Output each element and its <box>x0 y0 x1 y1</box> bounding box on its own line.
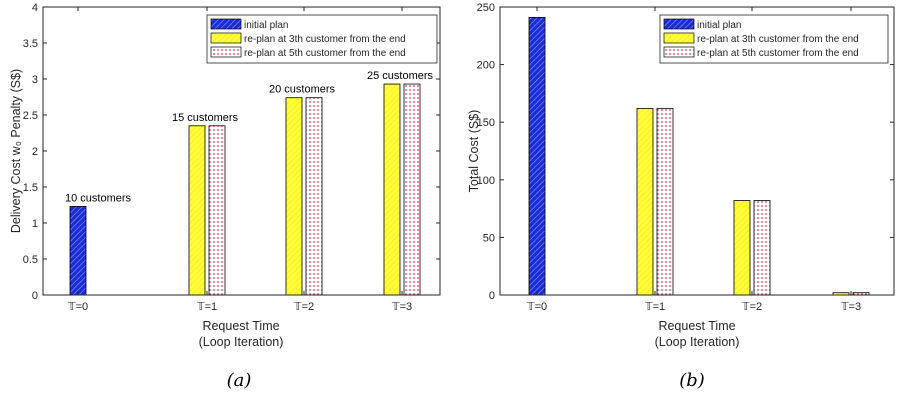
legend-entry: re-plan at 5th customer from the end <box>697 48 859 59</box>
y-tick-label: 1 <box>32 218 38 230</box>
bar-replan-5th-t2 <box>305 97 323 296</box>
bar-annotation: 20 customers <box>269 84 336 96</box>
legend-box <box>206 14 438 64</box>
legend-box <box>659 14 889 64</box>
y-tick-label: 0.5 <box>23 254 38 266</box>
legend-swatch <box>210 46 242 58</box>
x-axis-label-sub: (Loop Iteration) <box>199 335 284 349</box>
bar-replan-5th-t1 <box>208 125 226 296</box>
bar-annotation: 15 customers <box>172 112 239 124</box>
bar-replan-3th-t3 <box>383 83 401 296</box>
legend-entry: re-plan at 3th customer from the end <box>244 34 406 45</box>
legend-swatch <box>210 18 242 30</box>
y-tick-label: 50 <box>483 232 495 244</box>
y-axis-label: Total Cost (S$) <box>467 110 481 193</box>
x-tick-label: 𝕋=0 <box>67 301 88 313</box>
legend-swatch <box>663 18 695 30</box>
bar-replan-5th-t2 <box>753 200 771 296</box>
x-tick-label: 𝕋=3 <box>391 301 412 313</box>
legend-entry: initial plan <box>244 20 288 31</box>
bar-replan-5th-t3 <box>403 83 421 296</box>
legend-entry: re-plan at 3th customer from the end <box>697 34 859 45</box>
legend-swatch <box>663 46 695 58</box>
legend-entry: re-plan at 5th customer from the end <box>244 48 406 59</box>
x-tick-label: 𝕋=3 <box>840 301 861 313</box>
x-tick-label: 𝕋=2 <box>293 301 314 313</box>
legend: initial plan re-plan at 3th customer from… <box>659 14 889 64</box>
y-tick-label: 100 <box>477 175 495 187</box>
x-tick-label: 𝕋=2 <box>741 301 762 313</box>
y-tick-label: 1.5 <box>23 182 38 194</box>
legend-swatch <box>663 32 695 44</box>
x-tick-label: 𝕋=1 <box>644 301 665 313</box>
chart-b: 0 50 100 150 200 250 𝕋=0 𝕋=1 𝕋=2 𝕋=3 Request Time (… <box>467 2 895 349</box>
bar-initial-plan-t0 <box>528 16 546 296</box>
y-tick-label: 250 <box>477 2 495 14</box>
legend: initial plan re-plan at 3th customer from… <box>206 14 438 64</box>
y-axis-label: Delivery Cost w₀ Penalty (S$) <box>9 69 23 233</box>
y-tick-label: 2 <box>32 146 38 158</box>
y-tick-label: 200 <box>477 60 495 72</box>
caption-b: (b) <box>679 370 705 391</box>
x-tick-label: 𝕋=0 <box>526 301 547 313</box>
y-tick-label: 2.5 <box>23 110 38 122</box>
y-tick-label: 3.5 <box>23 38 38 50</box>
bar-replan-5th-t1 <box>656 107 674 296</box>
legend-swatch <box>210 32 242 44</box>
bar-annotation: 10 customers <box>65 192 132 204</box>
bar-replan-3th-t2 <box>733 200 751 296</box>
y-tick-label: 0 <box>32 290 38 302</box>
caption-a: (a) <box>227 370 252 391</box>
x-axis-label-sub: (Loop Iteration) <box>655 335 740 349</box>
axes-box <box>499 6 895 296</box>
y-tick-label: 4 <box>32 2 38 14</box>
bar-replan-3th-t2 <box>285 97 303 296</box>
x-tick-label: 𝕋=1 <box>196 301 217 313</box>
x-axis-label: Request Time <box>658 319 735 333</box>
bar-replan-3th-t1 <box>188 125 206 296</box>
chart-a: 10 customers 15 customers 20 customers 25 c… <box>9 2 441 349</box>
bar-replan-3th-t1 <box>636 107 654 296</box>
bar-initial-plan-t0 <box>69 206 87 296</box>
y-tick-label: 0 <box>489 290 495 302</box>
y-tick-label: 150 <box>477 117 495 129</box>
legend-entry: initial plan <box>697 20 741 31</box>
y-tick-label: 3 <box>32 74 38 86</box>
bar-annotation: 25 customers <box>367 70 434 82</box>
x-axis-label: Request Time <box>202 319 279 333</box>
